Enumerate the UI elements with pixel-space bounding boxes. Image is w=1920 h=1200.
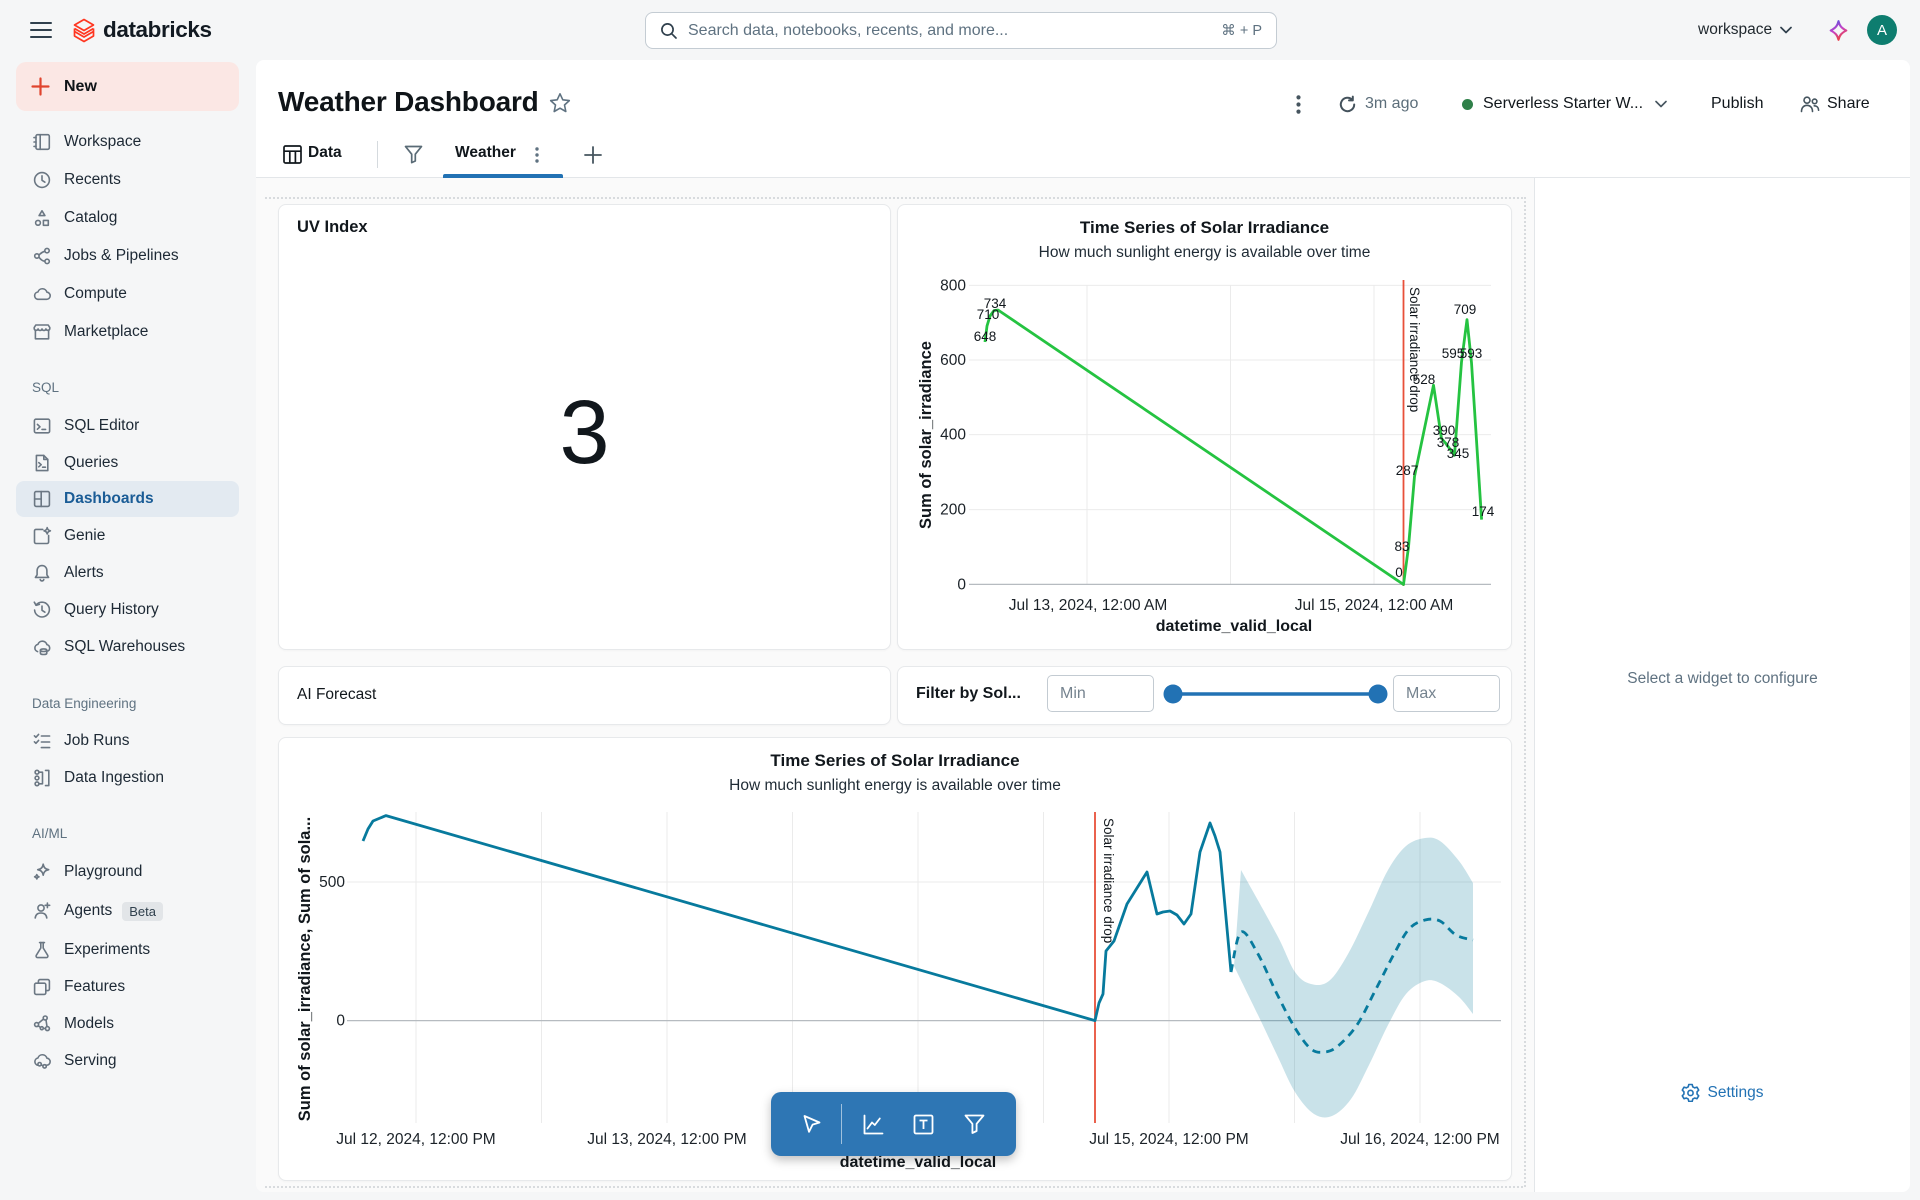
svg-text:734: 734 [984,296,1007,311]
svg-text:Jul 13, 2024, 12:00 AM: Jul 13, 2024, 12:00 AM [1009,597,1168,614]
svg-text:595: 595 [1442,346,1465,361]
svg-text:Jul 15, 2024, 12:00 AM: Jul 15, 2024, 12:00 AM [1295,597,1454,614]
svg-text:710: 710 [977,307,1000,322]
svg-text:Sum of solar_irradiance: Sum of solar_irradiance [917,341,935,529]
svg-text:345: 345 [1447,446,1470,461]
svg-text:0: 0 [1395,565,1403,580]
svg-text:Jul 16, 2024, 12:00 PM: Jul 16, 2024, 12:00 PM [1340,1131,1499,1148]
svg-text:0: 0 [957,576,966,593]
svg-text:528: 528 [1413,372,1436,387]
svg-text:400: 400 [940,427,966,444]
svg-text:648: 648 [974,329,997,344]
svg-text:datetime_valid_local: datetime_valid_local [840,1154,997,1171]
svg-text:390: 390 [1433,423,1456,438]
svg-text:datetime_valid_local: datetime_valid_local [1156,618,1313,635]
svg-text:Solar irradiance drop: Solar irradiance drop [1101,818,1116,943]
svg-text:Jul 15, 2024, 12:00 PM: Jul 15, 2024, 12:00 PM [1089,1131,1248,1148]
svg-text:0: 0 [336,1013,345,1030]
svg-text:287: 287 [1396,463,1419,478]
svg-text:174: 174 [1472,504,1495,519]
svg-text:Solar irradiance drop: Solar irradiance drop [1407,287,1422,412]
svg-text:593: 593 [1460,346,1483,361]
svg-text:200: 200 [940,502,966,519]
svg-text:378: 378 [1437,435,1460,450]
svg-text:Jul 12, 2024, 12:00 PM: Jul 12, 2024, 12:00 PM [336,1131,495,1148]
svg-text:83: 83 [1394,539,1409,554]
svg-text:709: 709 [1454,302,1477,317]
svg-text:500: 500 [319,874,345,891]
svg-text:Jul 13, 2024, 12:00 PM: Jul 13, 2024, 12:00 PM [587,1131,746,1148]
svg-text:Sum of solar_irradiance, Sum o: Sum of solar_irradiance, Sum of sola... [296,817,314,1121]
svg-text:600: 600 [940,352,966,369]
svg-text:800: 800 [940,277,966,294]
